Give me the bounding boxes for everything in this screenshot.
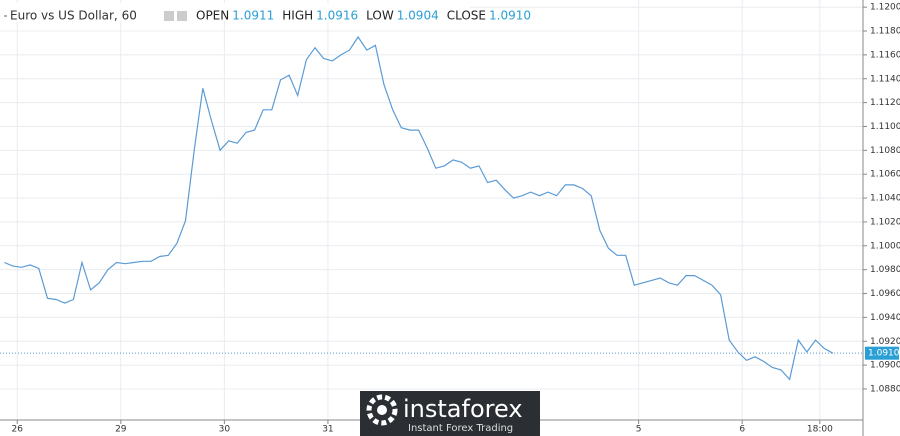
y-tick-label: 1.1080: [870, 146, 900, 156]
x-tick-label: 5: [636, 425, 642, 435]
price-line: [4, 35, 834, 381]
y-tick-label: 1.1140: [870, 74, 900, 84]
logo-icon: [377, 405, 387, 415]
ohlc-label: OPEN: [196, 9, 229, 23]
plot: [0, 35, 863, 381]
grid: [0, 0, 863, 420]
x-tick-label: 6: [739, 425, 745, 435]
y-tick-label: 1.0940: [870, 313, 900, 323]
chart-title: Euro vs US Dollar, 60: [10, 9, 137, 23]
y-tick-label: 1.0880: [870, 384, 900, 394]
watermark: instaforex Instant Forex Trading: [360, 391, 540, 436]
y-tick-label: 1.1160: [870, 50, 900, 60]
y-tick-label: 1.1120: [870, 98, 900, 108]
x-tick-label: 26: [12, 425, 24, 435]
y-tick-label: 1.0980: [870, 265, 900, 275]
x-tick-label: 18:00: [807, 425, 833, 435]
ohlc-value: 1.0916: [316, 9, 358, 23]
y-tick-label: 1.0900: [870, 361, 900, 371]
x-tick-label: 29: [115, 425, 127, 435]
last-price-box: [865, 346, 899, 360]
y-tick-label: 1.0920: [870, 337, 900, 347]
y-tick-label: 1.1200: [870, 3, 900, 13]
y-tick-label: 1.1000: [870, 241, 900, 251]
y-tick-label: 1.1060: [870, 170, 900, 180]
ohlc-label: HIGH: [282, 9, 313, 23]
last-price-label: 1.0910: [868, 349, 900, 359]
y-tick-label: 1.1040: [870, 194, 900, 204]
icon[interactable]: [164, 11, 174, 21]
ohlc-value: 1.0904: [397, 9, 439, 23]
x-tick-label: 30: [219, 425, 231, 435]
y-tick-label: 1.1100: [870, 122, 900, 132]
ohlc-label: LOW: [366, 9, 394, 23]
header-bg: [0, 3, 470, 21]
ohlc: OPEN 1.0911 HIGH 1.0916 LOW 1.0904 CLOSE 1.0910: [196, 9, 531, 23]
y-tick-label: 1.1020: [870, 217, 900, 227]
icon[interactable]: [177, 11, 187, 21]
logo-icon: [366, 394, 398, 426]
ohlc-value: 1.0911: [232, 9, 274, 23]
ohlc-label: CLOSE: [447, 9, 486, 23]
y-tick-label: 1.0960: [870, 289, 900, 299]
x-tick-label: 31: [322, 425, 333, 435]
ohlc-value: 1.0910: [489, 9, 531, 23]
watermark-brand: instaforex: [403, 395, 523, 423]
y-tick-label: 1.1180: [870, 27, 900, 37]
watermark-tagline: Instant Forex Trading: [408, 423, 513, 434]
